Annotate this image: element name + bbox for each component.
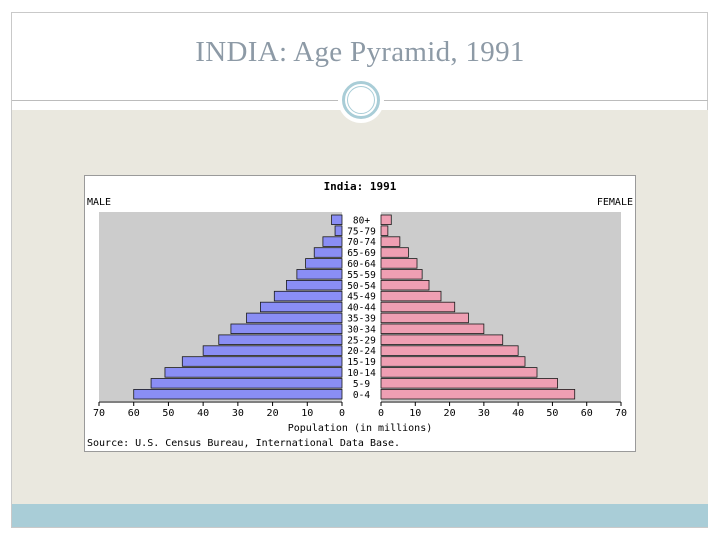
age-group-label: 50-54	[347, 281, 376, 292]
female-bar-10-14	[380, 367, 538, 378]
female-bar-25-29	[380, 334, 504, 345]
ring-ornament-inner	[347, 86, 375, 114]
male-tick-label: 40	[197, 408, 209, 419]
age-group-label: 40-44	[347, 303, 376, 314]
age-group-label: 70-74	[347, 237, 376, 248]
female-bar-20-24	[380, 345, 519, 356]
female-bar-45-49	[380, 290, 442, 302]
female-bar-70-74	[380, 236, 401, 247]
female-bar-80+	[380, 214, 392, 226]
male-bar-55-59	[296, 269, 343, 280]
age-group-label: 15-19	[347, 357, 376, 368]
male-bar-70-74	[322, 236, 343, 247]
female-bar-55-59	[380, 269, 423, 280]
age-pyramid-chart: India: 1991 MALE FEMALE 80+ 75-79 70-74 65-…	[84, 175, 636, 452]
female-bar-50-54	[380, 280, 430, 291]
male-bar-15-19	[181, 356, 343, 367]
female-tick-label: 0	[378, 408, 384, 419]
male-label: MALE	[87, 197, 111, 208]
age-group-label: 45-49	[347, 292, 376, 303]
age-group-label: 80+	[353, 215, 370, 226]
male-tick-label: 20	[267, 408, 279, 419]
age-group-label: 20-24	[347, 346, 376, 357]
male-bar-65-69	[313, 247, 343, 258]
male-tick-label: 0	[339, 408, 345, 419]
male-bar-75-79	[334, 225, 343, 236]
male-bar-20-24	[202, 345, 343, 356]
female-tick-label: 20	[444, 408, 456, 419]
female-tick-label: 70	[615, 408, 627, 419]
male-bar-5-9	[150, 378, 343, 389]
slide-title: INDIA: Age Pyramid, 1991	[195, 36, 525, 68]
female-bar-15-19	[380, 356, 526, 367]
male-bar-10-14	[164, 367, 343, 378]
female-tick-label: 60	[581, 408, 593, 419]
male-tick-label: 70	[93, 408, 105, 419]
female-tick-label: 40	[512, 408, 524, 419]
male-bar-45-49	[273, 290, 343, 302]
female-bar-0-4	[380, 388, 576, 400]
female-bar-65-69	[380, 247, 409, 258]
age-group-label: 35-39	[347, 314, 376, 325]
age-group-label: 65-69	[347, 248, 376, 259]
male-bar-35-39	[246, 312, 343, 324]
male-bar-30-34	[230, 323, 343, 335]
male-tick-label: 10	[301, 408, 313, 419]
female-tick-label: 30	[478, 408, 490, 419]
chart-svg: India: 1991 MALE FEMALE 80+75-7970-7465-…	[87, 180, 633, 449]
male-tick-label: 50	[162, 408, 174, 419]
chart-title: India: 1991	[324, 180, 397, 193]
footer-band	[12, 504, 708, 527]
age-group-label: 5-9	[353, 379, 370, 390]
age-group-label: 55-59	[347, 270, 376, 281]
age-group-label: 30-34	[347, 324, 376, 335]
male-bar-60-64	[305, 258, 343, 269]
source-note: Source: U.S. Census Bureau, Internationa…	[87, 438, 400, 449]
female-bar-35-39	[380, 312, 469, 324]
age-group-label: 60-64	[347, 259, 376, 270]
female-bar-5-9	[380, 378, 558, 389]
female-tick-label: 50	[546, 408, 558, 419]
male-tick-label: 60	[128, 408, 140, 419]
female-bar-60-64	[380, 258, 418, 269]
male-bar-80+	[331, 214, 343, 226]
female-bar-40-44	[380, 301, 456, 313]
female-label: FEMALE	[597, 197, 633, 208]
male-bar-40-44	[260, 301, 343, 313]
female-bar-30-34	[380, 323, 485, 335]
age-group-label: 75-79	[347, 226, 376, 237]
x-axis-label: Population (in millions)	[288, 423, 433, 434]
male-tick-label: 30	[232, 408, 244, 419]
male-bar-50-54	[286, 280, 343, 291]
male-bar-25-29	[218, 334, 343, 345]
female-bar-75-79	[380, 225, 389, 236]
female-tick-label: 10	[409, 408, 421, 419]
age-group-label: 10-14	[347, 368, 376, 379]
male-bar-0-4	[133, 388, 343, 400]
age-group-label: 0-4	[353, 390, 370, 401]
age-group-label: 25-29	[347, 335, 376, 346]
